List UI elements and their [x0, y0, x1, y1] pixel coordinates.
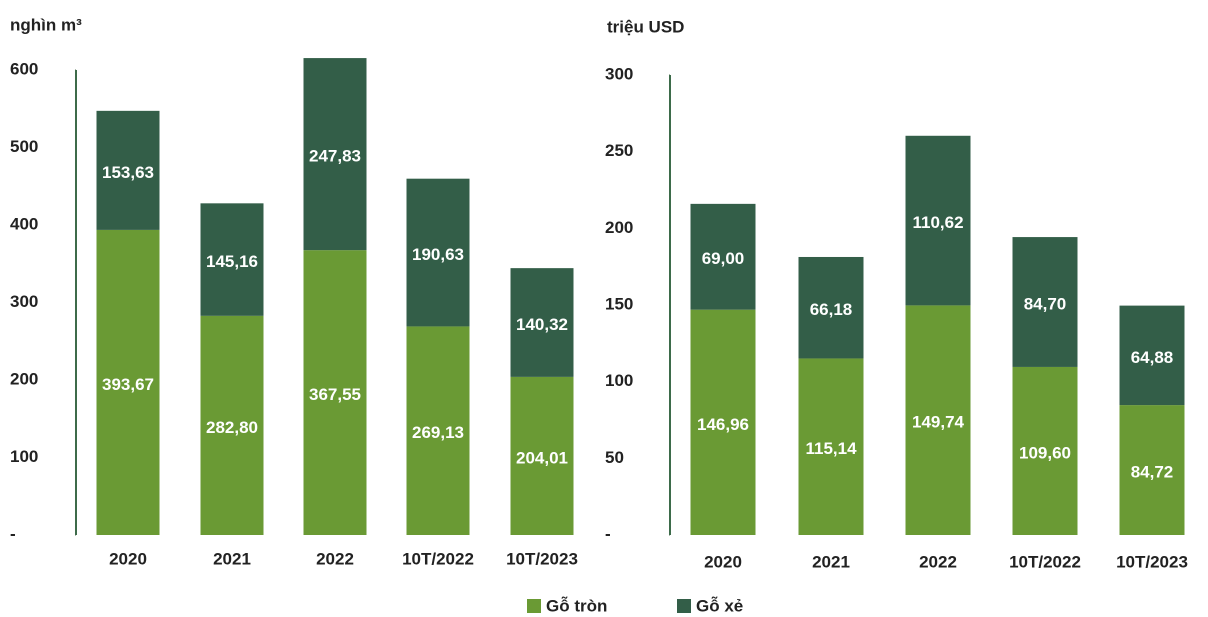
data-label: 84,70: [1024, 294, 1067, 313]
x-tick-label: 2022: [919, 552, 957, 571]
bar-segment: [96, 229, 160, 535]
y-tick-label: 250: [605, 141, 633, 160]
bar-segment: [303, 58, 367, 251]
bar-segment: [1012, 366, 1078, 535]
bar-segment: [406, 326, 470, 535]
legend-swatch: [677, 599, 691, 613]
data-label: 149,74: [912, 413, 965, 432]
bar-segment: [200, 203, 264, 316]
x-tick-label: 10T/2023: [506, 549, 578, 568]
y-tick-label: 300: [605, 64, 633, 83]
data-label: 69,00: [702, 249, 745, 268]
y-tick-label: -: [605, 524, 611, 543]
x-tick-label: 2022: [316, 549, 354, 568]
x-tick-label: 2020: [704, 552, 742, 571]
legend-label: Gỗ xẻ: [696, 596, 743, 615]
bar-segment: [1119, 305, 1185, 406]
data-label: 269,13: [412, 423, 464, 442]
data-label: 140,32: [516, 315, 568, 334]
bar-segment: [510, 268, 574, 377]
data-label: 66,18: [810, 300, 853, 319]
y-tick-label: 150: [605, 294, 633, 313]
data-label: 393,67: [102, 375, 154, 394]
bar-segment: [406, 178, 470, 327]
data-label: 247,83: [309, 147, 361, 166]
x-tick-label: 10T/2023: [1116, 552, 1188, 571]
x-tick-label: 2020: [109, 549, 147, 568]
bar-segment: [690, 203, 756, 310]
y-tick-label: 600: [10, 59, 38, 78]
bar-segment: [1119, 405, 1185, 535]
data-label: 64,88: [1131, 348, 1174, 367]
data-label: 153,63: [102, 163, 154, 182]
x-tick-label: 2021: [213, 549, 251, 568]
y-tick-label: 300: [10, 292, 38, 311]
y-tick-label: 100: [605, 371, 633, 390]
bar-segment: [303, 250, 367, 535]
x-tick-label: 10T/2022: [402, 549, 474, 568]
x-tick-label: 2021: [812, 552, 850, 571]
bar-segment: [200, 315, 264, 535]
legend-label: Gỗ tròn: [546, 596, 607, 615]
data-label: 145,16: [206, 252, 258, 271]
y-tick-label: 50: [605, 448, 624, 467]
bar-segment: [1012, 237, 1078, 367]
bar-segment: [96, 110, 160, 230]
data-label: 110,62: [912, 213, 963, 232]
bar-segment: [690, 309, 756, 535]
bar-segment: [510, 376, 574, 535]
data-label: 190,63: [412, 245, 464, 264]
y-tick-label: 200: [10, 369, 38, 388]
y-tick-label: -: [10, 524, 16, 543]
y-tick-label: 100: [10, 447, 38, 466]
legend-swatch: [527, 599, 541, 613]
data-label: 204,01: [516, 448, 568, 467]
bar-segment: [905, 135, 971, 306]
y-tick-label: 400: [10, 214, 38, 233]
data-label: 367,55: [309, 385, 361, 404]
y-axis-label: nghìn m³: [10, 15, 82, 34]
y-tick-label: 200: [605, 218, 633, 237]
bar-segment: [798, 256, 864, 359]
data-label: 109,60: [1019, 443, 1071, 462]
bar-segment: [905, 305, 971, 535]
data-label: 115,14: [805, 439, 857, 458]
y-axis-label: triệu USD: [607, 17, 684, 36]
bar-segment: [798, 358, 864, 535]
data-label: 146,96: [697, 415, 749, 434]
data-label: 282,80: [206, 418, 258, 437]
data-label: 84,72: [1131, 463, 1174, 482]
y-tick-label: 500: [10, 137, 38, 156]
x-tick-label: 10T/2022: [1009, 552, 1081, 571]
